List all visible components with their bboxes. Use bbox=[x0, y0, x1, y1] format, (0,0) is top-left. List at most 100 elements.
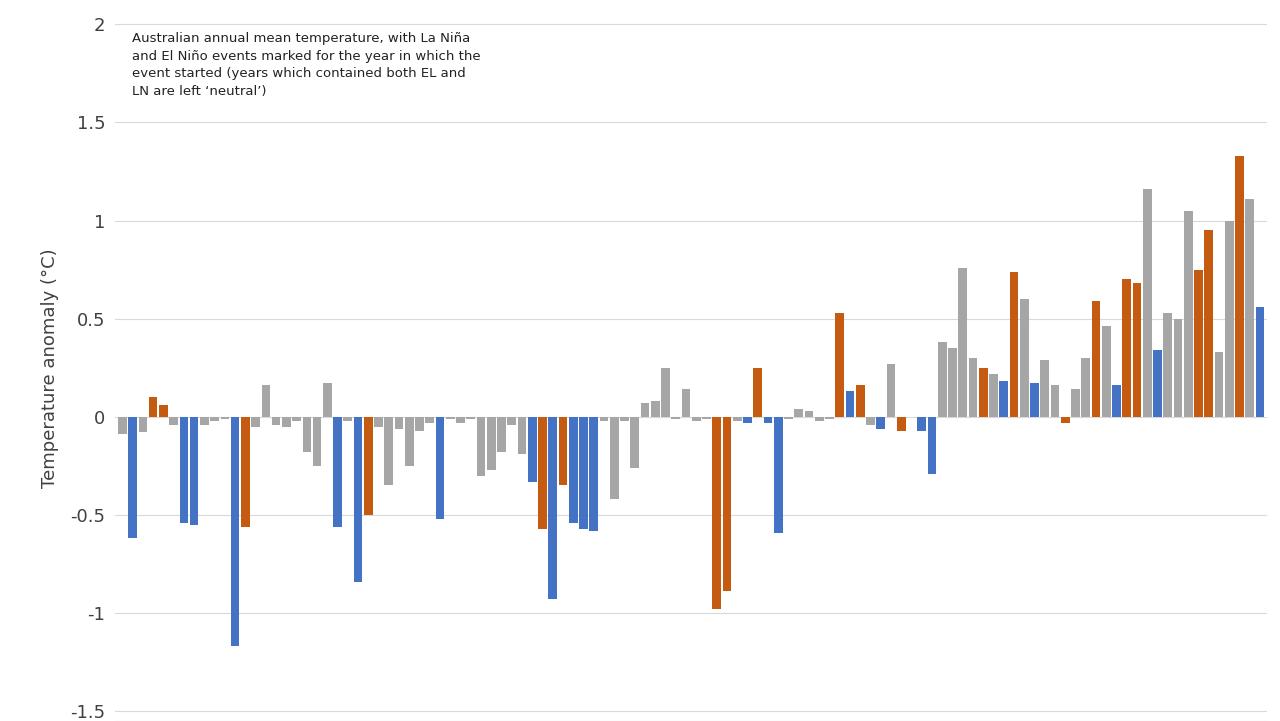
Bar bbox=[713, 417, 721, 609]
Bar bbox=[692, 417, 700, 420]
Bar bbox=[435, 417, 444, 519]
Bar bbox=[580, 417, 588, 528]
Bar bbox=[271, 417, 280, 425]
Bar bbox=[179, 417, 188, 523]
Bar bbox=[1153, 350, 1162, 417]
Bar bbox=[836, 313, 845, 417]
Bar bbox=[1133, 283, 1142, 417]
Bar bbox=[1143, 189, 1152, 417]
Bar bbox=[979, 368, 988, 417]
Bar bbox=[282, 417, 291, 427]
Bar bbox=[159, 405, 168, 417]
Bar bbox=[682, 389, 690, 417]
Bar bbox=[527, 417, 536, 482]
Bar bbox=[312, 417, 321, 466]
Bar bbox=[220, 417, 229, 419]
Bar bbox=[652, 401, 659, 417]
Bar bbox=[292, 417, 301, 420]
Bar bbox=[887, 364, 896, 417]
Bar bbox=[856, 385, 865, 417]
Bar bbox=[570, 417, 577, 523]
Text: Australian annual mean temperature, with La Niña
and El Niño events marked for t: Australian annual mean temperature, with… bbox=[133, 32, 481, 97]
Bar bbox=[486, 417, 495, 470]
Bar bbox=[928, 417, 937, 474]
Bar bbox=[364, 417, 372, 515]
Bar bbox=[404, 417, 413, 466]
Bar bbox=[641, 403, 649, 417]
Bar bbox=[774, 417, 782, 533]
Bar bbox=[826, 417, 833, 419]
Bar bbox=[456, 417, 465, 423]
Bar bbox=[230, 417, 239, 647]
Bar bbox=[754, 368, 762, 417]
Bar bbox=[1061, 417, 1070, 423]
Bar bbox=[805, 411, 813, 417]
Bar bbox=[938, 342, 947, 417]
Bar bbox=[877, 417, 886, 428]
Bar bbox=[672, 417, 680, 419]
Bar bbox=[1245, 199, 1254, 417]
Bar bbox=[241, 417, 250, 526]
Bar bbox=[600, 417, 608, 420]
Bar bbox=[764, 417, 772, 423]
Bar bbox=[251, 417, 260, 427]
Bar bbox=[384, 417, 393, 485]
Bar bbox=[128, 417, 137, 539]
Bar bbox=[1010, 272, 1019, 417]
Bar bbox=[445, 417, 454, 419]
Bar bbox=[1225, 221, 1234, 417]
Bar bbox=[1204, 230, 1213, 417]
Bar bbox=[323, 384, 332, 417]
Bar bbox=[343, 417, 352, 420]
Bar bbox=[867, 417, 876, 425]
Bar bbox=[138, 417, 147, 433]
Bar bbox=[302, 417, 311, 452]
Bar bbox=[795, 409, 803, 417]
Bar bbox=[476, 417, 485, 476]
Bar bbox=[744, 417, 751, 423]
Bar bbox=[918, 417, 927, 430]
Bar bbox=[497, 417, 506, 452]
Bar bbox=[1092, 301, 1101, 417]
Bar bbox=[261, 385, 270, 417]
Bar bbox=[1082, 358, 1091, 417]
Bar bbox=[1041, 360, 1050, 417]
Bar bbox=[1123, 279, 1132, 417]
Bar bbox=[611, 417, 618, 499]
Bar bbox=[959, 267, 968, 417]
Bar bbox=[538, 417, 547, 528]
Bar bbox=[1194, 270, 1203, 417]
Bar bbox=[1102, 327, 1111, 417]
Bar bbox=[549, 417, 557, 599]
Bar bbox=[1020, 299, 1029, 417]
Bar bbox=[353, 417, 362, 582]
Bar bbox=[703, 417, 710, 419]
Bar bbox=[507, 417, 516, 425]
Bar bbox=[1256, 307, 1265, 417]
Bar bbox=[148, 397, 157, 417]
Bar bbox=[517, 417, 526, 454]
Bar bbox=[621, 417, 628, 420]
Bar bbox=[394, 417, 403, 428]
Bar bbox=[723, 417, 731, 591]
Bar bbox=[590, 417, 598, 531]
Bar bbox=[1174, 319, 1183, 417]
Bar bbox=[897, 417, 906, 430]
Bar bbox=[559, 417, 567, 485]
Bar bbox=[374, 417, 383, 427]
Bar bbox=[785, 417, 792, 419]
Bar bbox=[1030, 384, 1039, 417]
Bar bbox=[1235, 156, 1244, 417]
Bar bbox=[189, 417, 198, 525]
Bar bbox=[1184, 211, 1193, 417]
Bar bbox=[333, 417, 342, 526]
Bar bbox=[425, 417, 434, 423]
Bar bbox=[466, 417, 475, 419]
Bar bbox=[210, 417, 219, 420]
Bar bbox=[415, 417, 424, 430]
Bar bbox=[969, 358, 978, 417]
Bar bbox=[733, 417, 741, 420]
Bar bbox=[1051, 385, 1060, 417]
Bar bbox=[1215, 352, 1224, 417]
Bar bbox=[118, 417, 127, 435]
